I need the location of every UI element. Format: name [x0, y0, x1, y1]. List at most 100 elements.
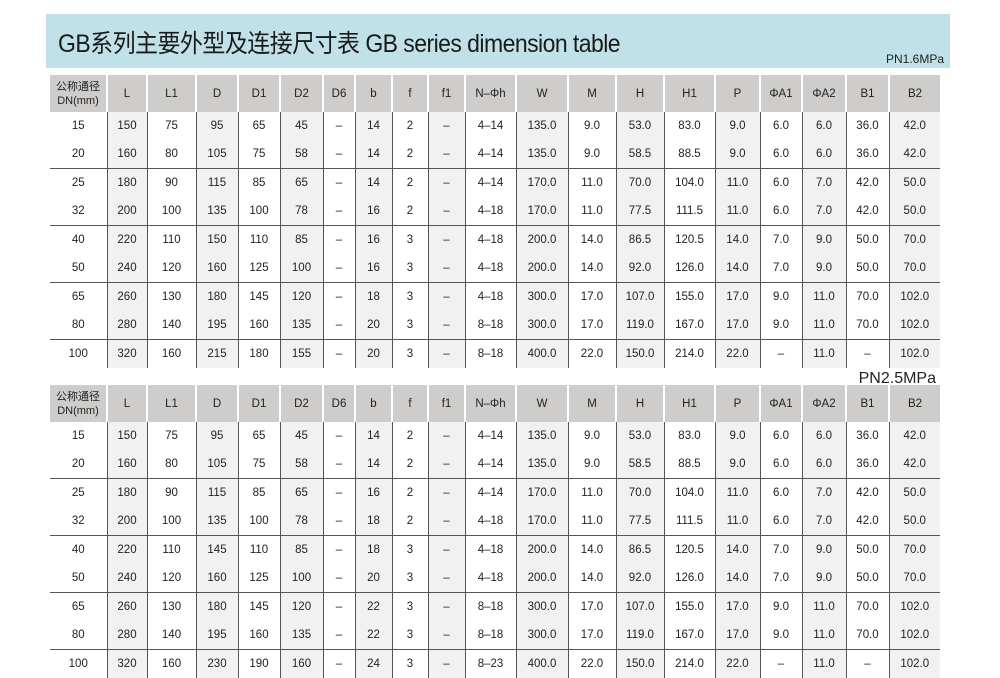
table-cell: 14: [355, 112, 392, 140]
table-cell: 130: [147, 283, 196, 312]
column-header: f1: [428, 385, 465, 422]
table-cell: 110: [238, 536, 280, 565]
table-cell: 160: [280, 650, 323, 678]
table-cell: 9.0: [568, 450, 616, 479]
table-cell: 70.0: [846, 311, 889, 340]
table-cell: 3: [392, 340, 428, 369]
table-cell: 14.0: [715, 254, 760, 283]
table-cell: –: [428, 197, 465, 226]
table-cell: 167.0: [664, 621, 715, 650]
table-cell: 88.5: [664, 450, 715, 479]
table-cell: 280: [107, 621, 147, 650]
table-cell: –: [428, 283, 465, 312]
column-header: ΦA2: [802, 75, 846, 112]
table-cell: 155.0: [664, 593, 715, 622]
table-cell: 86.5: [616, 536, 664, 565]
table-cell: 4–14: [465, 140, 516, 169]
table-cell: 75: [238, 140, 280, 169]
table-cell: 6.0: [760, 450, 802, 479]
column-header: H1: [664, 75, 715, 112]
table-cell: –: [428, 593, 465, 622]
table-cell: 180: [196, 593, 238, 622]
table-cell: 14.0: [568, 254, 616, 283]
table-cell: 58.5: [616, 450, 664, 479]
table-cell: 20: [355, 340, 392, 369]
table-cell: 320: [107, 650, 147, 678]
table-cell: –: [323, 140, 355, 169]
table-cell: 6.0: [760, 422, 802, 450]
column-header: ΦA2: [802, 385, 846, 422]
table-cell: 85: [238, 479, 280, 508]
table-cell: 14.0: [568, 564, 616, 593]
table-cell: 17.0: [568, 311, 616, 340]
table-cell: 16: [355, 254, 392, 283]
table-cell: 36.0: [846, 140, 889, 169]
table-cell: 8–18: [465, 621, 516, 650]
table-cell: 100: [50, 340, 107, 369]
table-cell: 50: [50, 254, 107, 283]
table-cell: 11.0: [715, 169, 760, 198]
table-cell: –: [323, 621, 355, 650]
table-cell: 2: [392, 169, 428, 198]
table-cell: 42.0: [846, 507, 889, 536]
table-cell: 110: [147, 536, 196, 565]
table-cell: 2: [392, 450, 428, 479]
table-cell: 115: [196, 169, 238, 198]
table-cell: 4–18: [465, 507, 516, 536]
table-cell: 7.0: [760, 536, 802, 565]
table-cell: 135: [196, 507, 238, 536]
column-header: M: [568, 75, 616, 112]
table-cell: 15: [50, 422, 107, 450]
table-cell: 4–18: [465, 226, 516, 255]
column-header: L: [107, 385, 147, 422]
table-cell: 50.0: [846, 226, 889, 255]
table-cell: –: [323, 169, 355, 198]
column-header: L: [107, 75, 147, 112]
table-cell: 135.0: [516, 422, 568, 450]
table-cell: 50.0: [889, 197, 940, 226]
table-cell: 90: [147, 169, 196, 198]
table-cell: 300.0: [516, 593, 568, 622]
table-cell: 85: [238, 169, 280, 198]
table-cell: 110: [238, 226, 280, 255]
column-header: f: [392, 385, 428, 422]
table-cell: 86.5: [616, 226, 664, 255]
table-cell: 7.0: [802, 479, 846, 508]
table-cell: 120: [280, 283, 323, 312]
table-cell: 240: [107, 564, 147, 593]
table-cell: 20: [355, 564, 392, 593]
table-cell: 36.0: [846, 422, 889, 450]
table-cell: –: [323, 564, 355, 593]
table-cell: 7.0: [802, 507, 846, 536]
table-cell: 102.0: [889, 283, 940, 312]
table-cell: 4–18: [465, 536, 516, 565]
table-cell: 300.0: [516, 283, 568, 312]
table-cell: 11.0: [802, 621, 846, 650]
table-cell: 17.0: [715, 593, 760, 622]
table-cell: 9.0: [802, 536, 846, 565]
page-title: GB系列主要外型及连接尺寸表 GB series dimension table: [58, 24, 620, 60]
table-cell: 180: [107, 479, 147, 508]
table-cell: 77.5: [616, 507, 664, 536]
column-header: D2: [280, 75, 323, 112]
column-header: D1: [238, 75, 280, 112]
table-cell: 2: [392, 507, 428, 536]
table-cell: –: [428, 112, 465, 140]
table-cell: 120: [147, 564, 196, 593]
table-cell: 50.0: [846, 564, 889, 593]
table-cell: 180: [107, 169, 147, 198]
table-cell: 70.0: [889, 254, 940, 283]
table-cell: 9.0: [568, 140, 616, 169]
table-cell: 7.0: [802, 197, 846, 226]
table-cell: –: [428, 311, 465, 340]
table-cell: 102.0: [889, 311, 940, 340]
table-cell: 2: [392, 479, 428, 508]
column-header: D6: [323, 385, 355, 422]
table-cell: 80: [147, 140, 196, 169]
table-cell: 42.0: [889, 112, 940, 140]
